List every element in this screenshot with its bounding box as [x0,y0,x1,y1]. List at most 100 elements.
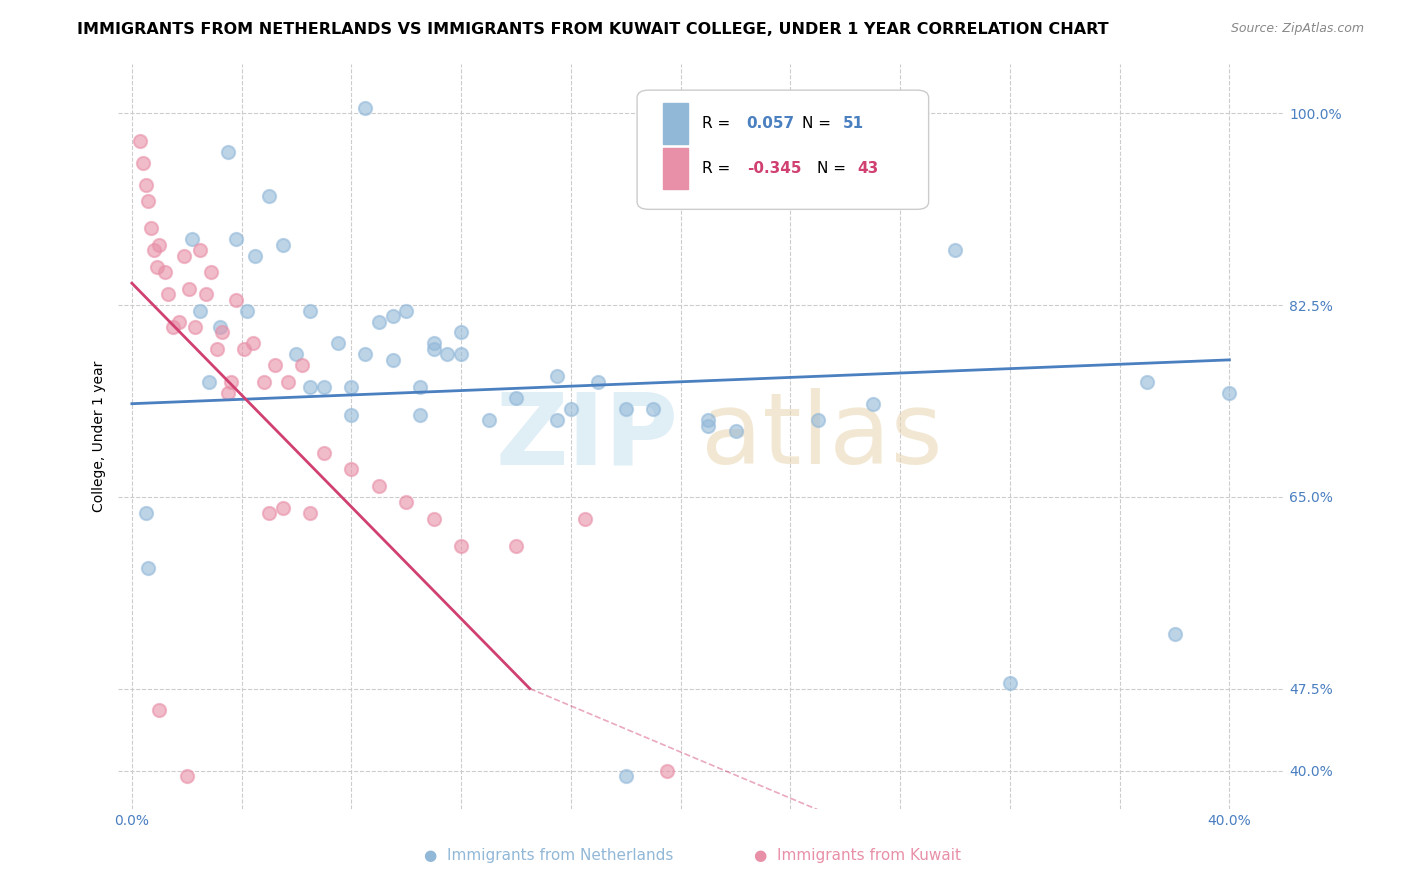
Point [395,495,418,509]
Point [299,380,322,394]
Point [299,303,322,318]
Point [208,320,231,334]
Point [367,479,389,493]
Text: 0.057: 0.057 [747,116,794,131]
Text: ZIP: ZIP [495,388,678,485]
Point [643,402,665,417]
Point [136,561,159,575]
Point [422,342,444,356]
Point [156,287,179,301]
Point [943,244,966,258]
Point [505,391,527,405]
Text: atlas: atlas [702,388,943,485]
FancyBboxPatch shape [637,90,928,210]
Point [409,408,432,422]
Point [142,244,165,258]
Point [145,260,167,274]
Point [807,413,830,427]
Text: IMMIGRANTS FROM NETHERLANDS VS IMMIGRANTS FROM KUWAIT COLLEGE, UNDER 1 YEAR CORR: IMMIGRANTS FROM NETHERLANDS VS IMMIGRANT… [77,22,1109,37]
Text: R =: R = [703,161,735,176]
Point [176,769,198,783]
Point [225,232,247,246]
Point [574,512,596,526]
Point [422,336,444,351]
Point [477,413,499,427]
Point [697,418,720,433]
Point [197,375,219,389]
FancyBboxPatch shape [662,103,689,145]
Point [271,237,294,252]
Point [148,703,170,717]
Point [242,336,264,351]
Point [409,380,432,394]
FancyBboxPatch shape [662,148,689,189]
Point [194,287,217,301]
Text: 43: 43 [858,161,879,176]
Point [450,347,472,361]
Point [326,336,349,351]
Point [132,155,155,169]
Point [340,380,363,394]
Text: N =: N = [817,161,851,176]
Point [135,506,157,520]
Text: 51: 51 [842,116,863,131]
Point [257,188,280,202]
Text: ●  Immigrants from Netherlands: ● Immigrants from Netherlands [423,848,673,863]
Point [184,320,207,334]
Point [233,342,256,356]
Point [167,314,190,328]
Point [450,539,472,553]
Point [1163,627,1185,641]
Y-axis label: College, Under 1 year: College, Under 1 year [93,361,107,512]
Point [271,500,294,515]
Point [179,282,201,296]
Point [588,375,610,389]
Text: Source: ZipAtlas.com: Source: ZipAtlas.com [1230,22,1364,36]
Point [217,385,239,400]
Point [135,178,157,192]
Point [381,352,404,367]
Point [422,512,444,526]
Point [257,506,280,520]
Point [998,676,1021,690]
Point [436,347,458,361]
Point [291,359,314,373]
Point [139,221,162,235]
Point [148,237,170,252]
Point [190,303,212,318]
Point [252,375,274,389]
Point [1136,375,1159,389]
Point [190,244,212,258]
Point [173,249,195,263]
Text: -0.345: -0.345 [747,161,801,176]
Point [1218,385,1240,400]
Point [299,506,322,520]
Point [200,265,222,279]
Point [546,413,568,427]
Point [219,375,242,389]
Point [354,101,377,115]
Point [236,303,259,318]
Point [205,342,228,356]
Point [614,769,637,783]
Text: N =: N = [801,116,835,131]
Point [395,303,418,318]
Text: R =: R = [703,116,735,131]
Point [450,326,472,340]
Point [211,326,233,340]
Point [225,293,247,307]
Point [285,347,308,361]
Point [367,314,389,328]
Point [129,134,152,148]
Point [217,145,239,159]
Point [381,309,404,323]
Point [340,408,363,422]
Point [245,249,267,263]
Point [697,413,720,427]
Point [153,265,176,279]
Text: ●  Immigrants from Kuwait: ● Immigrants from Kuwait [754,848,962,863]
Point [181,232,204,246]
Point [340,462,363,476]
Point [505,539,527,553]
Point [312,446,335,460]
